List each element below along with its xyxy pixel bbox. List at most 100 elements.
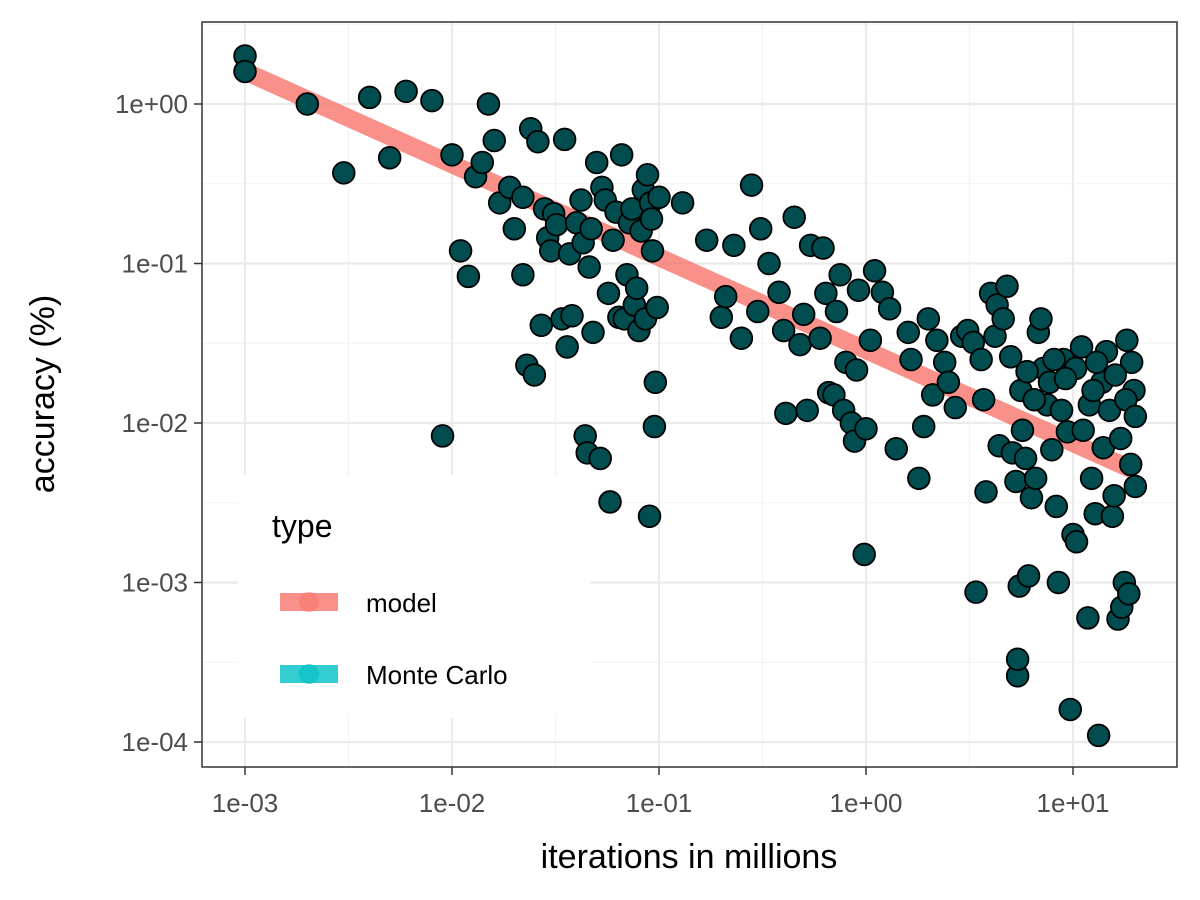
point-fill [557,336,578,357]
point-outline [1079,466,1104,491]
y-tick-label-2: 1e-02 [122,408,189,438]
monte-carlo-point-24 [526,129,550,154]
legend-key-model [280,592,338,612]
monte-carlo-point-37 [569,188,593,212]
point-fill [971,349,992,370]
point-outline [233,59,257,84]
point-outline [596,281,621,306]
monte-carlo-point-124 [964,580,988,604]
point-fill [864,260,885,281]
point-fill [1121,352,1142,373]
monte-carlo-point-159 [1079,466,1104,491]
monte-carlo-point-191 [1081,378,1105,403]
point-outline [640,239,665,263]
point-outline [635,163,660,187]
monte-carlo-point-109 [877,297,902,321]
point-fill [442,144,462,165]
point-outline [598,490,622,514]
legend-title: type [272,508,332,544]
point-outline [609,143,634,167]
point-fill [696,230,717,251]
point-fill [913,416,934,437]
monte-carlo-point-6 [394,79,418,104]
point-fill [626,278,647,299]
point-outline [854,417,878,441]
point-outline [1049,398,1074,423]
monte-carlo-point-44 [584,150,609,175]
monte-carlo-point-3 [332,161,356,185]
monte-carlo-point-136 [1004,469,1028,494]
monte-carlo-point-103 [846,278,871,302]
point-fill [750,218,771,239]
monte-carlo-point-169 [1117,582,1141,606]
monte-carlo-point-45 [588,446,612,471]
point-fill [715,286,736,307]
monte-carlo-point-23 [522,363,547,387]
monte-carlo-point-184 [1097,398,1122,423]
monte-carlo-point-151 [1046,570,1071,595]
legend-label-model: model [366,588,437,618]
point-outline [1102,483,1126,508]
point-fill [512,187,533,208]
point-outline [1123,404,1148,429]
point-outline [643,370,668,395]
point-outline [420,88,444,113]
point-fill [554,129,575,150]
monte-carlo-point-132 [991,307,1015,331]
point-outline [782,205,806,229]
point-fill [1118,583,1139,604]
point-outline [1058,697,1083,722]
point-outline [791,302,816,327]
point-outline [1086,723,1111,748]
point-fill [1093,437,1114,458]
point-fill [641,209,662,230]
monte-carlo-series [233,44,1148,748]
monte-carlo-point-88 [791,302,816,327]
monte-carlo-point-97 [828,263,852,287]
monte-carlo-point-69 [642,414,667,439]
point-fill [512,264,533,285]
point-outline [470,150,494,175]
point-fill [478,94,499,114]
point-fill [1104,485,1125,506]
point-fill [421,90,442,111]
y-tick-label-3: 1e-01 [122,249,189,279]
point-fill [1110,428,1131,449]
monte-carlo-point-18 [502,217,527,241]
point-outline [1044,494,1068,519]
monte-carlo-point-78 [729,326,754,350]
monte-carlo-point-143 [1019,485,1044,510]
point-fill [1015,448,1036,469]
point-fill [1066,531,1087,552]
point-outline [757,251,781,276]
point-outline [511,185,535,210]
point-fill [1046,496,1067,517]
point-outline [555,335,579,359]
monte-carlo-point-91 [808,326,832,350]
monte-carlo-point-116 [920,383,945,407]
plot-area [233,44,1148,748]
monte-carlo-point-9 [440,143,464,167]
monte-carlo-point-168 [1115,328,1139,353]
monte-carlo-point-25 [529,313,554,338]
point-fill [1007,665,1028,686]
monte-carlo-point-178 [1049,398,1074,423]
monte-carlo-point-48 [596,281,621,306]
legend: type model Monte Carlo [238,475,590,718]
monte-carlo-point-170 [1119,350,1144,375]
point-fill [848,280,869,301]
monte-carlo-point-126 [971,387,996,412]
monte-carlo-point-87 [788,332,812,357]
point-outline [1119,350,1144,375]
point-fill [379,147,400,168]
x-tick-label-4: 1e+01 [1036,788,1109,818]
monte-carlo-point-14 [476,92,501,116]
monte-carlo-point-53 [609,143,634,167]
monte-carlo-point-43 [581,320,605,345]
point-outline [522,363,547,387]
monte-carlo-point-79 [739,173,764,197]
point-fill [583,322,604,343]
point-fill [711,307,732,328]
point-fill [815,283,836,304]
monte-carlo-point-72 [647,185,671,210]
